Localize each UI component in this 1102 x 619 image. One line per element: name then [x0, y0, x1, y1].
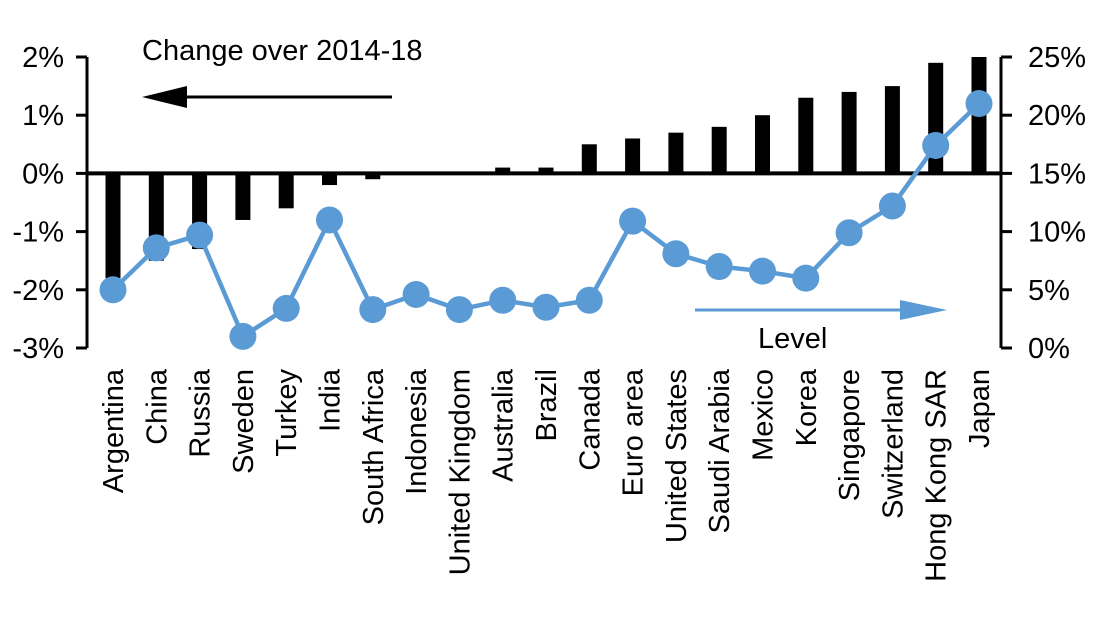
data-point [835, 219, 863, 247]
x-axis-label: Australia [488, 368, 520, 482]
x-axis-label: India [315, 368, 347, 432]
line-series-annotation: Level [758, 323, 828, 355]
right-arrow-icon [695, 300, 947, 320]
data-point [705, 253, 733, 281]
data-point [878, 192, 906, 220]
right-axis-tick-label: 25% [1028, 42, 1086, 74]
bar [495, 167, 511, 174]
x-axis-label: Hong Kong SAR [921, 369, 953, 582]
bar [755, 115, 770, 174]
x-axis-label: Mexico [748, 369, 780, 461]
bar [235, 173, 251, 220]
data-point [142, 234, 170, 262]
data-point [575, 286, 603, 314]
data-point [99, 276, 127, 304]
x-axis-label: Turkey [271, 369, 303, 457]
data-point [965, 90, 993, 118]
data-point [662, 240, 690, 268]
left-axis-tick-label: 2% [22, 42, 64, 74]
x-axis-label: Brazil [531, 369, 563, 442]
bar [711, 126, 727, 174]
data-point [445, 296, 473, 324]
x-axis-label: Canada [574, 368, 606, 470]
left-axis-tick-label: -1% [12, 217, 64, 249]
bar [841, 91, 857, 174]
x-axis-label: Saudi Arabia [704, 368, 736, 533]
right-axis-tick-label: 5% [1028, 275, 1070, 307]
bar-series-annotation: Change over 2014-18 [142, 35, 423, 67]
data-point [272, 294, 300, 322]
data-point [532, 293, 560, 321]
left-axis-tick-label: 1% [22, 100, 64, 132]
data-point [489, 286, 517, 314]
x-axis-label: Sweden [228, 369, 260, 474]
bar [105, 173, 121, 279]
data-point [229, 322, 257, 350]
x-axis-label: Japan [964, 369, 996, 448]
right-axis-tick-label: 20% [1028, 100, 1086, 132]
bar [668, 132, 684, 174]
bar [798, 97, 814, 174]
bar [581, 144, 597, 174]
data-point [922, 131, 950, 159]
data-point [402, 280, 430, 308]
x-axis-label: United Kingdom [444, 369, 476, 575]
data-point [792, 264, 820, 292]
data-point [749, 257, 776, 285]
bar [365, 173, 381, 180]
bar [884, 86, 900, 174]
data-point [316, 206, 343, 234]
right-axis-tick-label: 10% [1028, 217, 1086, 249]
left-axis-tick-label: -3% [12, 333, 64, 365]
x-axis-label: South Africa [358, 368, 390, 525]
bar [538, 167, 554, 174]
bar [322, 173, 337, 186]
x-axis-label: Russia [185, 368, 217, 458]
left-axis-tick-label: 0% [22, 158, 64, 190]
x-axis-label: United States [661, 369, 693, 543]
x-axis-label: China [141, 368, 173, 445]
x-axis-label: Argentina [98, 368, 130, 493]
data-point [186, 221, 214, 249]
x-axis-label: Switzerland [877, 369, 909, 519]
left-axis-tick-label: -2% [12, 275, 64, 307]
bar [625, 138, 641, 174]
x-axis-label: Euro area [618, 368, 650, 496]
x-axis-label: Korea [791, 368, 823, 446]
x-axis-label: Indonesia [401, 368, 433, 495]
data-point [359, 296, 387, 324]
left-arrow-icon [142, 86, 392, 108]
x-axis-label: Singapore [834, 369, 866, 501]
right-axis-tick-label: 0% [1028, 333, 1070, 365]
data-point [619, 207, 647, 235]
bar [278, 173, 294, 209]
right-axis-tick-label: 15% [1028, 158, 1086, 190]
